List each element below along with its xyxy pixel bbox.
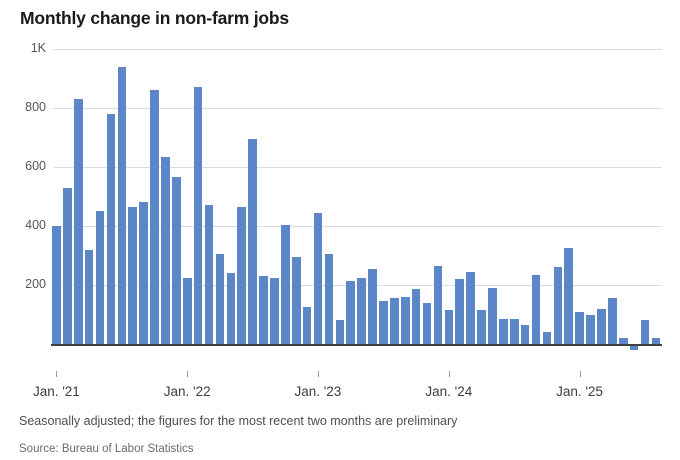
bar-feb-2022 — [193, 87, 203, 344]
bar-mar-2025 — [597, 308, 606, 344]
bar-may-2025 — [618, 338, 628, 344]
bar-jun-2024 — [499, 318, 508, 344]
bar-apr-2024 — [477, 310, 486, 344]
bar-mar-2021 — [73, 99, 83, 344]
bar-apr-2021 — [84, 249, 94, 344]
bar-nov-2021 — [161, 156, 170, 344]
bar-jul-2023 — [379, 301, 388, 344]
x-tick-label: Jan. '21 — [32, 384, 80, 399]
bar-apr-2025 — [608, 298, 617, 344]
x-tick — [579, 371, 581, 377]
bar-mar-2022 — [204, 205, 214, 344]
bar-oct-2022 — [281, 224, 290, 344]
x-axis-baseline — [51, 344, 662, 346]
bar-sep-2024 — [531, 274, 541, 344]
bar-dec-2024 — [564, 248, 574, 344]
bar-jul-2021 — [117, 66, 127, 344]
bar-nov-2024 — [553, 267, 563, 344]
x-tick-label: Jan. '23 — [294, 384, 342, 399]
bar-aug-2022 — [259, 276, 268, 344]
bar-aug-2025 — [651, 338, 661, 344]
bar-sep-2022 — [270, 277, 279, 344]
bar-jul-2022 — [248, 138, 257, 344]
bar-nov-2023 — [422, 302, 432, 344]
bar-oct-2021 — [150, 90, 159, 344]
x-tick-label: Jan. '22 — [163, 384, 211, 399]
bar-jun-2023 — [368, 268, 377, 344]
y-tick-label: 1K — [30, 41, 46, 55]
x-tick-label: Jan. '24 — [425, 384, 473, 399]
bar-jun-2025 — [629, 346, 639, 351]
chart-source: Source: Bureau of Labor Statistics — [19, 443, 194, 455]
bar-may-2024 — [488, 287, 497, 344]
gridline-600 — [53, 167, 662, 168]
bar-feb-2021 — [63, 187, 72, 344]
y-tick-label: 600 — [25, 159, 46, 173]
x-tick — [56, 371, 58, 377]
bar-jan-2021 — [52, 226, 61, 344]
bar-jun-2022 — [237, 206, 247, 344]
bar-aug-2021 — [128, 206, 138, 344]
y-tick-label: 800 — [25, 100, 46, 114]
x-tick — [187, 371, 189, 377]
bar-mar-2024 — [466, 271, 475, 344]
x-tick-label: Jan. '25 — [556, 384, 603, 399]
bar-jun-2021 — [106, 113, 116, 344]
bar-feb-2023 — [324, 254, 334, 344]
bar-oct-2023 — [411, 289, 421, 344]
gridline-1K — [53, 49, 662, 50]
bar-jul-2025 — [640, 320, 650, 344]
bar-jan-2024 — [444, 310, 454, 344]
x-tick — [448, 371, 450, 377]
bar-sep-2021 — [139, 202, 148, 344]
bar-aug-2023 — [390, 298, 399, 344]
bar-apr-2022 — [215, 254, 225, 344]
bar-dec-2022 — [302, 307, 312, 344]
bar-oct-2024 — [542, 332, 552, 344]
bar-may-2021 — [95, 211, 105, 344]
x-tick — [317, 371, 319, 377]
bar-dec-2021 — [172, 177, 181, 344]
bar-series — [51, 0, 665, 460]
bar-jan-2023 — [313, 212, 323, 344]
bar-dec-2023 — [433, 265, 443, 344]
bar-aug-2024 — [520, 324, 530, 344]
bar-may-2022 — [226, 273, 236, 344]
bar-sep-2023 — [400, 296, 410, 344]
bar-feb-2025 — [586, 314, 595, 344]
bar-may-2023 — [357, 277, 366, 344]
bar-apr-2023 — [346, 280, 356, 344]
chart-note: Seasonally adjusted; the figures for the… — [19, 414, 458, 428]
gridline-800 — [53, 108, 662, 109]
bar-jul-2024 — [509, 318, 519, 344]
y-tick-label: 200 — [25, 277, 46, 291]
chart-title: Monthly change in non-farm jobs — [20, 8, 289, 28]
bar-feb-2024 — [455, 279, 465, 344]
bar-nov-2022 — [291, 256, 301, 344]
bar-mar-2023 — [335, 320, 345, 344]
gridline-400 — [53, 226, 662, 227]
bar-jan-2025 — [575, 311, 584, 344]
y-tick-label: 400 — [25, 218, 46, 232]
bar-jan-2022 — [182, 277, 192, 344]
